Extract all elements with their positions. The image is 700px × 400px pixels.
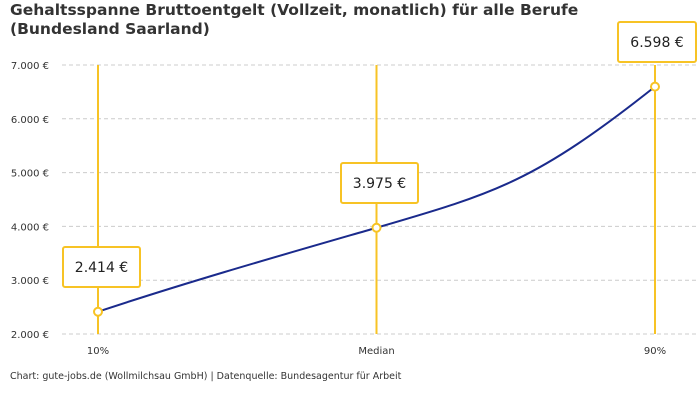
data-label-box	[62, 246, 141, 288]
x-tick-label: 90%	[644, 346, 666, 357]
chart-footer: Chart: gute-jobs.de (Wollmilchsau GmbH) …	[10, 371, 402, 382]
data-label-box	[340, 162, 419, 204]
y-tick-label: 3.000 €	[11, 276, 49, 287]
y-tick-label: 6.000 €	[11, 115, 49, 126]
y-tick-label: 2.000 €	[11, 330, 49, 341]
chart-title: Gehaltsspanne Bruttoentgelt (Vollzeit, m…	[10, 1, 579, 38]
data-point	[93, 306, 103, 317]
data-point	[371, 222, 382, 233]
data-label: 2.414 €	[75, 260, 128, 276]
x-tick-label: 10%	[87, 346, 109, 357]
data-point	[650, 81, 660, 92]
data-label: 6.598 €	[630, 35, 683, 51]
x-tick-label: Median	[358, 346, 394, 357]
y-tick-label: 7.000 €	[11, 61, 49, 72]
data-label-box	[617, 21, 697, 63]
data-label: 3.975 €	[353, 176, 406, 192]
y-tick-label: 4.000 €	[11, 222, 49, 233]
y-tick-label: 5.000 €	[11, 169, 49, 180]
